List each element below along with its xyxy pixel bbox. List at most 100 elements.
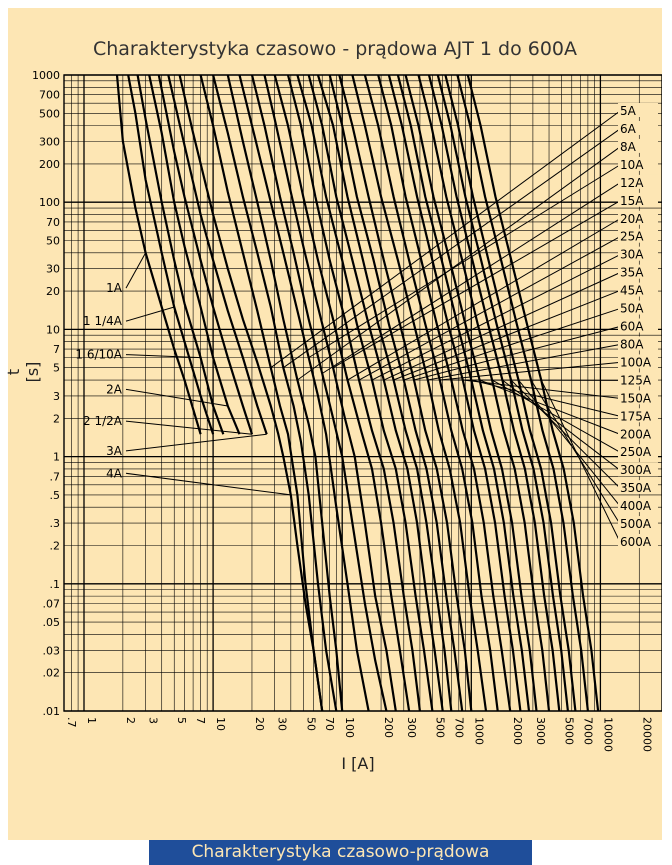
leader-line <box>413 326 621 381</box>
leader-line <box>297 146 621 381</box>
label-backdrop <box>618 534 658 548</box>
label-backdrop <box>618 210 658 225</box>
leader-line <box>510 379 621 489</box>
y-tick-label: .5 <box>50 489 61 502</box>
curve-1-6-10A <box>136 75 225 435</box>
label-backdrop <box>618 462 658 477</box>
y-tick-label: .1 <box>50 578 61 591</box>
label-backdrop <box>618 336 658 351</box>
y-tick-label: 500 <box>39 107 60 120</box>
curve-12A <box>250 75 388 711</box>
x-tick-label: 50 <box>304 717 317 731</box>
curve-50A <box>328 75 464 711</box>
label-backdrop <box>618 408 658 423</box>
curve-10A <box>238 75 370 711</box>
y-tick-label: 50 <box>46 234 60 247</box>
y-tick-label: 700 <box>39 89 60 102</box>
curve-20A <box>273 75 411 711</box>
leader-line <box>125 420 253 435</box>
y-tick-label: 1000 <box>32 69 60 82</box>
curve-100A <box>363 75 499 711</box>
leader-line <box>358 236 621 381</box>
leader-line <box>427 343 621 381</box>
leader-line <box>371 254 621 381</box>
curve-300A <box>427 75 561 711</box>
series-label: 35A <box>620 266 644 280</box>
leader-line <box>439 361 621 381</box>
leader-line <box>347 218 621 381</box>
y-tick-label: 300 <box>39 136 60 149</box>
series-label: 600A <box>620 535 652 549</box>
series-label: 5A <box>620 104 637 118</box>
leader-line <box>518 379 621 507</box>
series-label: 1A <box>106 281 123 295</box>
label-backdrop <box>618 426 658 441</box>
y-tick-label: 100 <box>39 196 60 209</box>
leader-line <box>125 388 228 407</box>
curve-5A <box>199 75 324 711</box>
x-tick-label: 3000 <box>534 717 547 745</box>
x-tick-label: 300 <box>405 717 418 738</box>
leader-line <box>125 252 147 289</box>
x-tick-label: 2000 <box>511 717 524 745</box>
x-axis-label: I [A] <box>341 754 375 773</box>
x-tick-label: 1000 <box>472 717 485 745</box>
x-tick-label: 100 <box>343 717 356 738</box>
series-label: 15A <box>620 194 644 208</box>
curve-45A <box>316 75 453 711</box>
curve-125A <box>377 75 512 711</box>
curve-3A <box>167 75 268 435</box>
series-label: 8A <box>620 140 637 154</box>
curve-60A <box>338 75 473 711</box>
curve-200A <box>404 75 538 711</box>
caption-bar: Charakterystyka czasowo-prądowa <box>149 840 532 865</box>
leader-line <box>403 308 621 381</box>
label-backdrop <box>618 498 658 513</box>
chart-panel: Charakterystyka czasowo - prądowa AJT 1 … <box>4 8 662 840</box>
series-label: 60A <box>620 320 644 334</box>
y-tick-label: .02 <box>43 667 61 680</box>
leader-line <box>462 379 621 399</box>
x-tick-label: 20 <box>253 717 266 731</box>
series-label: 50A <box>620 302 644 316</box>
x-tick-label: 700 <box>452 717 465 738</box>
series-label: 400A <box>620 499 652 513</box>
leader-line <box>125 354 201 359</box>
series-label: 45A <box>620 284 644 298</box>
x-tick-label: 70 <box>323 717 336 731</box>
series-label: 20A <box>620 212 644 226</box>
series-label: 300A <box>620 463 652 477</box>
label-backdrop <box>618 372 658 387</box>
chart-svg: 1000700500300200100705030201075321.7.5.3… <box>32 69 662 752</box>
leader-line <box>530 379 621 525</box>
x-tick-label: 1 <box>85 717 98 724</box>
series-label: 175A <box>620 409 652 423</box>
y-tick-label: 20 <box>46 285 60 298</box>
series-label: 3A <box>106 444 123 458</box>
series-label: 2 1/2A <box>83 414 123 428</box>
leader-line <box>125 433 267 452</box>
curve-25A <box>286 75 421 711</box>
y-tick-label: .01 <box>43 705 61 718</box>
label-backdrop <box>618 516 658 531</box>
x-tick-label: 10 <box>214 717 227 731</box>
series-label: 350A <box>620 481 652 495</box>
x-tick-label: 30 <box>276 717 289 731</box>
label-backdrop <box>618 228 658 243</box>
label-backdrop <box>618 354 658 369</box>
leader-line <box>321 182 621 374</box>
y-tick-label: 200 <box>39 158 60 171</box>
label-backdrop <box>618 103 658 117</box>
y-tick-label: 3 <box>53 390 60 403</box>
curve-1-1-4A <box>127 75 215 435</box>
x-tick-label: 10000 <box>601 717 614 752</box>
leader-line <box>283 128 621 369</box>
curve-400A <box>444 75 577 711</box>
curve-2-1-2A <box>157 75 254 435</box>
label-backdrop <box>618 282 658 297</box>
curve-6A <box>212 75 338 711</box>
curve-2A <box>148 75 241 435</box>
leader-line <box>540 379 621 543</box>
series-label: 10A <box>620 158 644 172</box>
label-backdrop <box>618 138 658 153</box>
